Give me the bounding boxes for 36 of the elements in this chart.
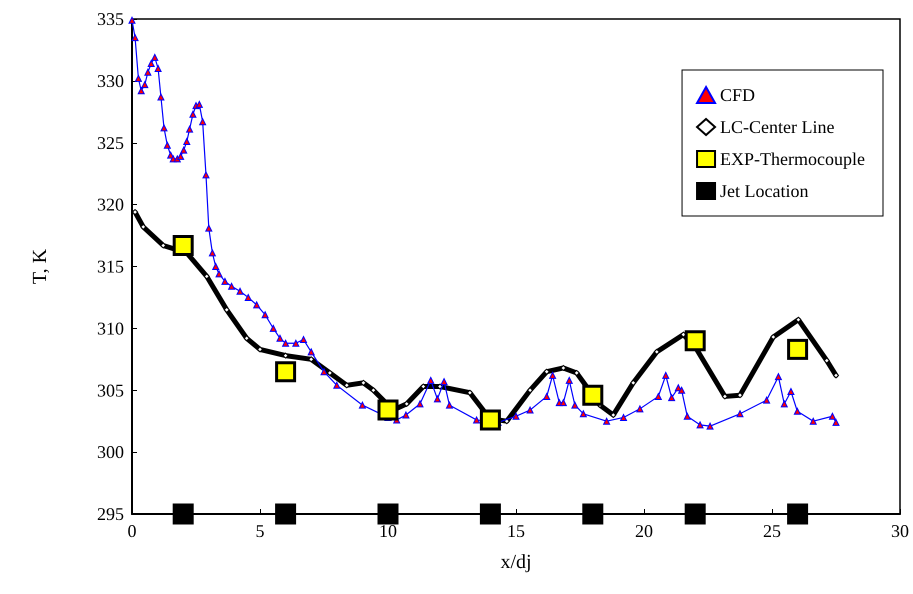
legend-label: EXP-Thermocouple xyxy=(720,149,866,169)
y-tick-label: 320 xyxy=(97,194,124,215)
y-tick-label: 315 xyxy=(97,256,124,276)
x-axis-title: x/dj xyxy=(500,551,532,573)
x-tick-label: 10 xyxy=(379,521,397,541)
point xyxy=(275,504,296,524)
point xyxy=(787,504,808,524)
point xyxy=(480,409,501,430)
y-tick-label: 310 xyxy=(97,318,124,338)
y-tick-label: 335 xyxy=(97,9,124,29)
x-tick-label: 30 xyxy=(891,521,909,541)
x-tick-label: 15 xyxy=(507,521,525,541)
point xyxy=(582,504,604,524)
x-tick-label: 25 xyxy=(763,521,781,541)
y-axis-title: T, K xyxy=(29,248,51,284)
point xyxy=(787,338,808,360)
y-tick-label: 305 xyxy=(97,380,124,400)
legend-label: CFD xyxy=(720,85,756,105)
point xyxy=(480,504,501,524)
point xyxy=(172,234,194,256)
y-tick-label: 330 xyxy=(97,70,124,91)
y-tick-label: 325 xyxy=(97,132,124,153)
point xyxy=(684,330,706,352)
y-tick-label: 295 xyxy=(97,504,124,524)
legend-label: LC-Center Line xyxy=(720,117,835,137)
point xyxy=(582,384,604,406)
point xyxy=(172,504,194,524)
x-tick-label: 20 xyxy=(635,521,653,541)
point xyxy=(684,504,706,524)
x-tick-label: 5 xyxy=(256,521,264,541)
point xyxy=(378,400,398,421)
point xyxy=(378,504,398,524)
x-tick-label: 0 xyxy=(128,521,136,541)
legend-label: Jet Location xyxy=(720,181,809,201)
y-tick-label: 300 xyxy=(97,442,124,462)
point xyxy=(275,361,296,382)
